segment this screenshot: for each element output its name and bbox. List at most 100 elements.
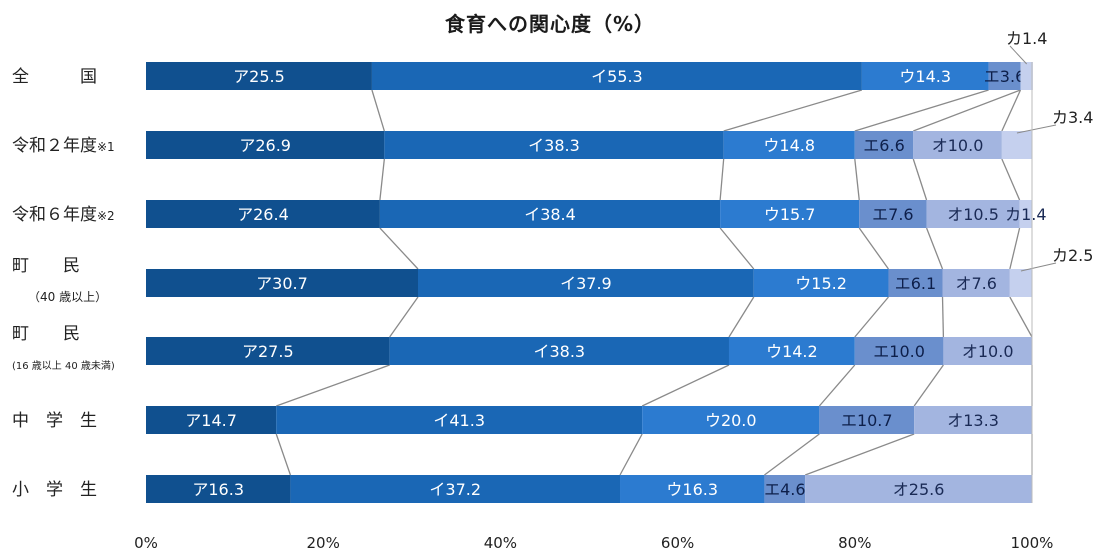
data-label: エ6.1 <box>895 274 936 293</box>
connector-line <box>925 227 944 270</box>
category-label: 中 学 生 <box>12 411 97 431</box>
bar-segment <box>819 406 915 434</box>
category-label: 町 民 <box>12 256 80 276</box>
bar-segment <box>146 337 390 365</box>
data-label: エ10.7 <box>841 411 893 430</box>
bar-segment <box>371 62 862 90</box>
bar-segment <box>389 337 729 365</box>
category-label: 全 国 <box>12 67 97 87</box>
bar-segment <box>290 475 621 503</box>
connector-line <box>854 158 860 201</box>
connector-line <box>764 433 820 476</box>
data-label: ウ15.7 <box>764 205 816 224</box>
data-label: ウ16.3 <box>666 480 718 499</box>
connector-line <box>854 296 889 338</box>
bar-segment <box>943 337 1032 365</box>
category-label: 町 民 <box>12 324 80 344</box>
connector-line <box>854 89 989 132</box>
bar-segment <box>146 475 291 503</box>
x-tick-label: 100% <box>1011 534 1054 551</box>
connector-line <box>723 89 863 132</box>
callout-line <box>1020 262 1057 272</box>
data-label: オ13.3 <box>947 411 999 430</box>
data-label: イ38.3 <box>533 342 585 361</box>
connector-line <box>818 364 856 407</box>
bar-segment <box>146 269 419 297</box>
data-label: エ3.6 <box>984 67 1025 86</box>
data-label: カ1.4 <box>1006 29 1047 48</box>
bar-segment <box>379 200 721 228</box>
x-tick-label: 40% <box>484 534 517 551</box>
data-label: エ4.6 <box>764 480 805 499</box>
bar-segment <box>914 406 1032 434</box>
connector-line <box>858 227 889 270</box>
category-label: 令和６年度※2 <box>12 205 115 225</box>
bar-segment <box>384 131 724 159</box>
connector-line <box>719 227 755 270</box>
connector-line <box>641 364 730 407</box>
data-label: イ38.3 <box>528 136 580 155</box>
connector-line <box>913 89 1021 132</box>
data-label: カ2.5 <box>1052 246 1093 265</box>
callout-line <box>1016 124 1057 134</box>
data-label: イ37.2 <box>429 480 481 499</box>
connector-line <box>719 158 725 201</box>
bar-segment <box>988 62 1021 90</box>
data-label: ア25.5 <box>233 67 285 86</box>
connector-line <box>941 296 945 338</box>
connector-line <box>371 89 385 132</box>
bar-segment <box>753 269 889 297</box>
bar-segment <box>1019 200 1032 228</box>
category-label: 令和２年度※1 <box>12 136 115 156</box>
bar-segment <box>926 200 1020 228</box>
bar-segment <box>1020 62 1033 90</box>
data-label: オ10.0 <box>962 342 1014 361</box>
bar-segment <box>1001 131 1032 159</box>
category-sublabel: （40 歳以上） <box>28 290 107 304</box>
connector-line <box>1009 227 1021 270</box>
data-label: ウ15.2 <box>795 274 847 293</box>
bar-segment <box>276 406 643 434</box>
data-label: ア26.9 <box>239 136 291 155</box>
bar-segment <box>723 131 855 159</box>
bar-segment <box>146 131 385 159</box>
bar-segment <box>913 131 1002 159</box>
connector-line <box>728 296 755 338</box>
data-label: オ7.6 <box>955 274 996 293</box>
category-label: 小 学 生 <box>12 480 97 500</box>
x-tick-label: 20% <box>307 534 340 551</box>
data-label: エ10.0 <box>873 342 925 361</box>
bar-segment <box>642 406 820 434</box>
connector-line <box>275 433 292 476</box>
connector-line <box>619 433 643 476</box>
category-label-suffix: ※1 <box>97 140 115 154</box>
x-tick-label: 0% <box>134 534 158 551</box>
data-label: エ7.6 <box>872 205 913 224</box>
bar-segment <box>146 62 372 90</box>
bar-segment <box>146 200 380 228</box>
data-label: ア26.4 <box>237 205 289 224</box>
data-label: ウ14.8 <box>763 136 815 155</box>
bar-segment <box>859 200 927 228</box>
bar-segment <box>720 200 860 228</box>
data-label: カ1.4 <box>1005 205 1046 224</box>
bar-segment <box>888 269 943 297</box>
bar-segment <box>854 337 944 365</box>
bar-segment <box>764 475 806 503</box>
data-label: ア27.5 <box>242 342 294 361</box>
x-tick-label: 60% <box>661 534 694 551</box>
connector-line <box>1001 158 1021 201</box>
data-label: ウ14.2 <box>766 342 818 361</box>
data-label: オ10.0 <box>932 136 984 155</box>
data-label: イ38.4 <box>524 205 576 224</box>
bar-segment <box>942 269 1010 297</box>
bar-segment <box>620 475 765 503</box>
connector-line <box>379 158 385 201</box>
bar-segment <box>728 337 855 365</box>
data-label: イ37.9 <box>560 274 612 293</box>
data-label: ウ14.3 <box>899 67 951 86</box>
bar-segment <box>861 62 989 90</box>
x-tick-label: 80% <box>838 534 871 551</box>
data-label: ア16.3 <box>192 480 244 499</box>
bar-segment <box>418 269 754 297</box>
